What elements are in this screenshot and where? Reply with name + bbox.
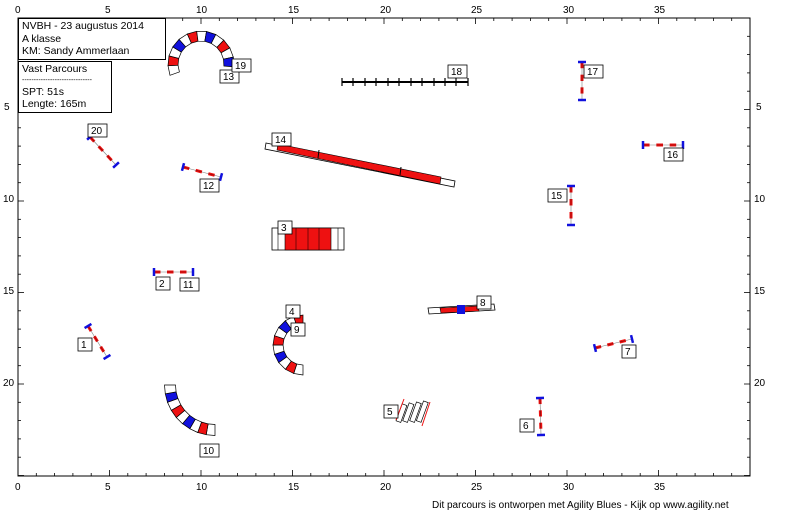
field-border [17, 17, 751, 477]
number-label-13: 13 [219, 69, 240, 84]
y-tick-label-left: 10 [3, 194, 15, 205]
jumps [83, 60, 685, 437]
number-label-9: 9 [290, 322, 306, 337]
jump-6 [535, 396, 546, 437]
x-tick-label-top: 30 [563, 5, 575, 16]
x-tick-label-bottom: 5 [105, 482, 111, 493]
standard-course-time: SPT: 51s [22, 85, 65, 98]
y-tick-label-left: 15 [3, 286, 15, 297]
svg-text:4: 4 [289, 307, 295, 318]
x-tick-label-top: 35 [654, 5, 666, 16]
x-tick-label-top: 20 [380, 5, 392, 16]
number-label-4: 4 [285, 304, 301, 319]
svg-text:1: 1 [81, 340, 87, 351]
number-label-2: 2 [155, 276, 171, 291]
tunnel-4 [272, 314, 304, 376]
course-title: NVBH - 23 augustus 2014 [22, 20, 144, 32]
course-info-separator: ------------------------------ [22, 76, 92, 84]
x-tick-label-bottom: 30 [563, 482, 575, 493]
number-label-11: 11 [179, 277, 200, 292]
number-label-16: 16 [663, 147, 684, 162]
number-label-15: 15 [547, 188, 568, 203]
number-label-17: 17 [583, 64, 604, 79]
svg-text:19: 19 [235, 61, 247, 72]
svg-text:3: 3 [281, 223, 287, 234]
svg-text:17: 17 [587, 67, 599, 78]
x-tick-label-bottom: 25 [471, 482, 483, 493]
course-info-box: Vast Parcours --------------------------… [18, 61, 112, 113]
number-label-12: 12 [199, 178, 220, 193]
bottom-axis-labels: 0 5 10 15 20 25 30 35 [15, 482, 666, 493]
x-tick-label-bottom: 0 [15, 482, 21, 493]
side-axis-labels: 5 10 15 20 5 10 15 20 [3, 102, 766, 389]
weave-poles-18 [341, 78, 469, 86]
jump-17 [578, 60, 586, 102]
svg-text:2: 2 [159, 279, 165, 290]
jump-12 [180, 162, 224, 182]
x-tick-label-top: 15 [288, 5, 300, 16]
y-tick-label-left: 20 [3, 378, 15, 389]
svg-text:15: 15 [551, 191, 563, 202]
footer-credit: Dit parcours is ontworpen met Agility Bl… [432, 500, 729, 511]
x-tick-label-bottom: 15 [288, 482, 300, 493]
svg-text:13: 13 [223, 72, 235, 83]
svg-text:16: 16 [667, 150, 679, 161]
svg-text:11: 11 [183, 280, 194, 291]
obstacle-labels: 1 2 3 4 5 6 7 8 9 10 11 12 13 14 15 16 1… [77, 58, 684, 458]
course-name: Vast Parcours [22, 63, 88, 75]
number-label-1: 1 [77, 337, 93, 352]
svg-text:14: 14 [275, 135, 287, 146]
svg-text:10: 10 [203, 446, 215, 457]
number-label-18: 18 [447, 64, 468, 79]
number-label-7: 7 [621, 344, 637, 359]
jump-1 [83, 322, 112, 361]
course-judge: KM: Sandy Ammerlaan [22, 45, 130, 57]
svg-text:9: 9 [294, 325, 300, 336]
number-label-3: 3 [277, 220, 293, 235]
number-label-8: 8 [476, 295, 492, 310]
tunnel-10 [164, 384, 216, 436]
y-tick-label-right: 10 [754, 194, 766, 205]
jump-16 [641, 141, 685, 149]
course-length: Lengte: 165m [22, 98, 87, 110]
x-tick-label-bottom: 20 [380, 482, 392, 493]
number-label-5: 5 [383, 404, 399, 419]
x-tick-label-bottom: 10 [196, 482, 208, 493]
svg-text:8: 8 [480, 298, 486, 309]
x-tick-label-top: 0 [15, 5, 21, 16]
number-label-14: 14 [271, 132, 292, 147]
number-label-6: 6 [519, 418, 535, 433]
number-label-10: 10 [199, 443, 220, 458]
svg-text:5: 5 [387, 407, 393, 418]
x-tick-label-top: 5 [105, 5, 111, 16]
svg-text:6: 6 [523, 421, 529, 432]
x-tick-label-top: 25 [471, 5, 483, 16]
number-label-20: 20 [87, 123, 108, 138]
svg-text:7: 7 [625, 347, 631, 358]
jump-7 [592, 334, 635, 353]
course-class: A klasse [22, 32, 62, 45]
svg-text:20: 20 [91, 126, 103, 137]
x-tick-label-bottom: 35 [654, 482, 666, 493]
y-tick-label-right: 5 [756, 102, 762, 113]
y-tick-label-right: 20 [754, 378, 766, 389]
y-tick-label-left: 5 [4, 102, 10, 113]
top-axis-labels: 0 5 10 15 20 25 30 35 [15, 5, 666, 16]
jump-20 [86, 133, 120, 169]
svg-text:18: 18 [451, 67, 463, 78]
x-tick-label-top: 10 [196, 5, 208, 16]
dogwalk-14 [264, 142, 456, 188]
y-tick-label-right: 15 [754, 286, 766, 297]
tunnel-19 [167, 30, 235, 76]
number-label-19: 19 [231, 58, 252, 73]
jump-15 [567, 184, 575, 227]
jump-2-11 [152, 268, 195, 276]
course-header-box: NVBH - 23 augustus 2014 A klasse KM: San… [18, 18, 166, 60]
svg-text:12: 12 [203, 181, 215, 192]
long-jump-5 [395, 398, 431, 427]
